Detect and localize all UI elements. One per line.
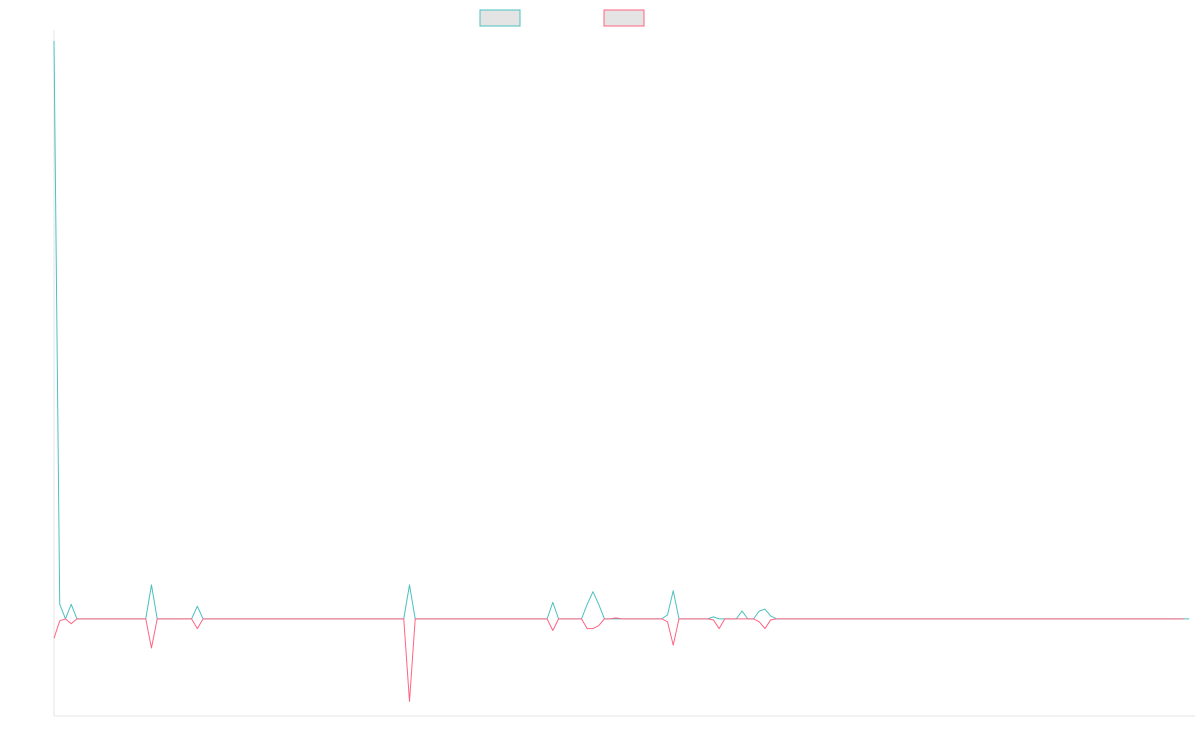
series-group (53, 40, 1190, 702)
series-line-2 (53, 617, 1184, 702)
legend-swatch-2[interactable] (603, 9, 645, 27)
series-line-1 (53, 40, 1190, 620)
legend (479, 9, 645, 27)
legend-swatch-1[interactable] (479, 9, 521, 27)
